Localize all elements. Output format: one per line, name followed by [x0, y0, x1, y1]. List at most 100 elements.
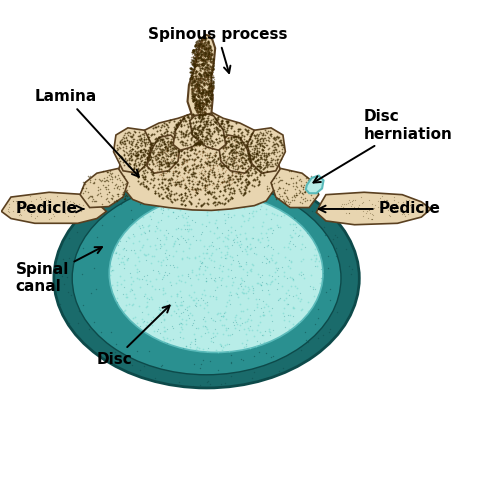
Point — [219, 153, 227, 160]
Point — [296, 176, 303, 183]
Point — [262, 156, 269, 164]
Point — [196, 90, 204, 97]
Point — [191, 317, 198, 324]
Point — [149, 139, 156, 146]
Point — [217, 161, 225, 169]
Point — [205, 158, 213, 166]
Point — [180, 130, 187, 137]
Point — [172, 152, 180, 159]
Point — [190, 156, 198, 163]
Point — [202, 168, 209, 175]
Point — [172, 180, 180, 188]
Point — [262, 189, 270, 196]
Point — [172, 151, 180, 158]
Point — [218, 164, 226, 171]
Point — [207, 63, 215, 71]
Point — [196, 139, 204, 146]
Point — [200, 68, 207, 75]
Point — [227, 146, 235, 154]
Point — [206, 118, 214, 125]
Point — [269, 162, 276, 169]
Point — [253, 130, 261, 138]
Point — [126, 129, 133, 136]
Point — [26, 192, 34, 200]
Point — [292, 182, 300, 190]
Point — [205, 168, 213, 175]
Point — [214, 162, 221, 169]
Point — [228, 253, 236, 261]
Point — [170, 152, 178, 159]
Point — [190, 68, 198, 75]
Point — [203, 61, 211, 69]
Point — [284, 312, 292, 319]
Point — [204, 48, 211, 56]
Point — [174, 146, 181, 154]
Point — [140, 241, 147, 249]
Point — [172, 279, 180, 287]
Point — [45, 216, 53, 223]
Point — [314, 185, 322, 192]
Point — [137, 139, 145, 147]
Point — [200, 35, 207, 42]
Point — [164, 147, 171, 155]
Point — [179, 180, 187, 188]
Point — [209, 68, 216, 75]
Point — [165, 163, 172, 170]
Point — [146, 141, 154, 148]
Point — [216, 134, 223, 142]
Point — [347, 271, 355, 278]
Point — [289, 220, 297, 228]
Point — [209, 55, 216, 63]
Point — [201, 60, 209, 67]
Point — [200, 120, 208, 128]
Polygon shape — [218, 135, 252, 173]
Point — [282, 289, 290, 297]
Point — [155, 164, 163, 171]
Point — [200, 55, 208, 62]
Point — [150, 327, 157, 335]
Point — [191, 49, 198, 57]
Point — [219, 343, 227, 350]
Point — [238, 154, 246, 162]
Point — [222, 326, 230, 334]
Point — [402, 196, 410, 204]
Point — [131, 156, 139, 164]
Point — [246, 166, 254, 174]
Point — [191, 360, 198, 368]
Point — [194, 89, 202, 97]
Point — [192, 40, 199, 48]
Point — [196, 119, 204, 126]
Point — [291, 220, 299, 228]
Point — [191, 125, 198, 133]
Point — [219, 178, 227, 186]
Point — [231, 172, 239, 180]
Point — [254, 131, 262, 139]
Point — [207, 120, 215, 127]
Point — [225, 138, 233, 146]
Point — [144, 271, 151, 278]
Point — [199, 137, 206, 145]
Point — [96, 176, 103, 183]
Point — [193, 101, 201, 109]
Point — [134, 173, 142, 181]
Point — [196, 75, 204, 83]
Point — [194, 109, 202, 117]
Point — [272, 152, 280, 159]
Point — [237, 138, 245, 146]
Point — [229, 184, 237, 192]
Point — [154, 122, 161, 130]
Point — [239, 159, 247, 167]
Point — [240, 149, 247, 157]
Point — [203, 143, 210, 151]
Point — [142, 158, 149, 166]
Point — [193, 71, 201, 79]
Point — [200, 120, 208, 128]
Point — [237, 138, 245, 146]
Point — [163, 191, 171, 199]
Point — [222, 315, 230, 323]
Point — [219, 164, 227, 171]
Point — [208, 50, 216, 58]
Point — [202, 135, 210, 143]
Point — [199, 108, 206, 116]
Point — [253, 138, 261, 145]
